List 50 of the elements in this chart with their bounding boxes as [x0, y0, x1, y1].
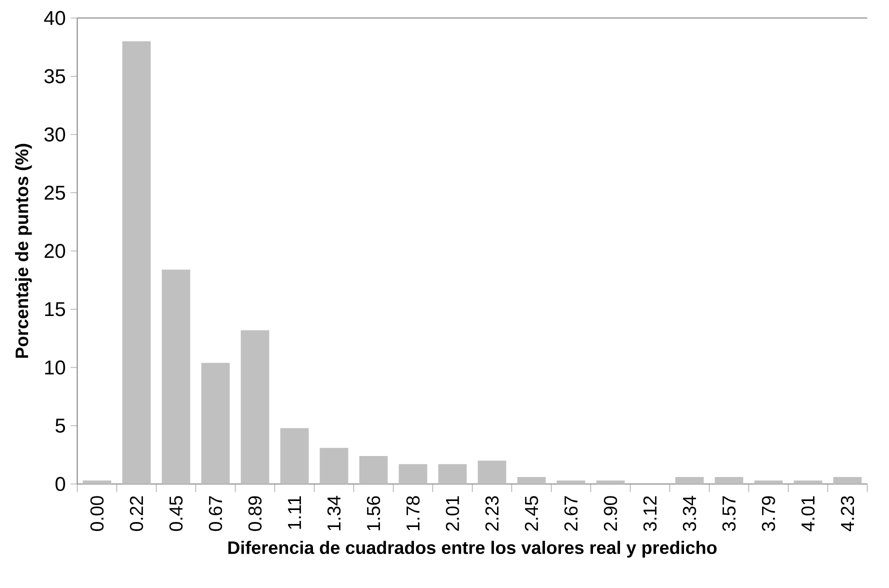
x-tick-label: 0.22 — [130, 496, 144, 531]
bar — [517, 476, 546, 484]
x-tick-label: 3.79 — [762, 496, 776, 531]
x-tick-label: 2.23 — [485, 496, 499, 531]
bar — [162, 270, 190, 484]
bar — [478, 460, 506, 484]
x-tick-label: 4.01 — [801, 496, 815, 532]
y-tick-label: 25 — [44, 186, 66, 200]
bar — [556, 480, 586, 484]
x-tick-label: 2.90 — [604, 496, 618, 531]
bar — [714, 476, 744, 484]
bar — [201, 362, 230, 484]
bar — [833, 476, 862, 484]
bar — [596, 480, 625, 484]
y-tick-label: 0 — [56, 476, 66, 492]
x-tick-label: 0.67 — [208, 496, 222, 531]
bar — [675, 476, 704, 484]
x-tick-label: 0.45 — [169, 496, 183, 531]
bar — [280, 428, 309, 484]
x-tick-label: 2.45 — [524, 496, 538, 531]
y-tick-label: 35 — [44, 69, 66, 84]
bar — [122, 41, 151, 484]
x-tick-label: 1.56 — [366, 496, 380, 530]
bar — [359, 456, 388, 484]
y-tick-label: 20 — [44, 244, 66, 258]
x-tick-label: 3.12 — [643, 496, 657, 531]
y-axis-title: Porcentaje de puntos (%) — [15, 144, 32, 358]
x-axis-title: Diferencia de cuadrados entre los valores real y predicho — [228, 540, 717, 558]
x-tick-label: 1.11 — [288, 496, 301, 529]
bar — [398, 464, 428, 484]
y-tick-label: 10 — [45, 360, 66, 375]
x-tick-label: 3.34 — [682, 496, 696, 531]
bar — [438, 464, 467, 484]
x-tick-label: 3.57 — [722, 496, 736, 531]
bar — [320, 448, 348, 484]
y-tick-label: 5 — [56, 418, 66, 433]
y-tick-label: 40 — [44, 10, 66, 26]
x-tick-label: 4.23 — [840, 496, 854, 532]
x-tick-label: 2.01 — [446, 496, 460, 531]
x-tick-label: 1.34 — [327, 496, 341, 530]
y-tick-label: 15 — [45, 302, 66, 316]
bar — [82, 480, 112, 484]
bar — [240, 330, 270, 484]
y-tick-label: 30 — [44, 127, 66, 142]
bar — [794, 480, 822, 484]
x-tick-label: 0.00 — [90, 496, 104, 531]
x-tick-label: 0.89 — [248, 496, 262, 531]
bar — [754, 480, 783, 484]
x-tick-label: 2.67 — [564, 496, 578, 531]
x-tick-label: 1.78 — [406, 496, 420, 530]
